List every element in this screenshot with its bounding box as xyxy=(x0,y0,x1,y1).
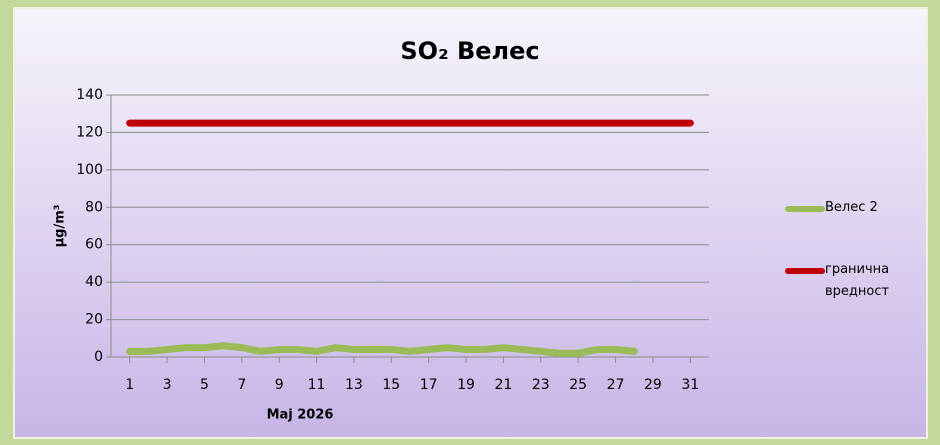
chart-title: SO₂ Велес xyxy=(400,37,539,65)
x-tick-label: 13 xyxy=(345,377,363,393)
y-tick-label: 60 xyxy=(85,237,103,253)
x-tick-label: 21 xyxy=(495,377,513,393)
panel xyxy=(13,7,928,439)
legend-item: гранична вредност xyxy=(785,262,910,303)
series-line xyxy=(126,342,638,357)
x-tick-label: 5 xyxy=(200,377,209,393)
y-tick-label: 0 xyxy=(94,349,103,365)
x-tick-label: 27 xyxy=(607,377,625,393)
x-tick-label: 17 xyxy=(420,377,438,393)
legend-swatch xyxy=(785,206,825,212)
legend-label: Велес 2 xyxy=(825,200,878,215)
legend-swatch xyxy=(785,268,825,274)
y-tick-label: 140 xyxy=(76,87,103,103)
y-tick-label: 120 xyxy=(76,124,103,140)
y-tick-label: 100 xyxy=(76,162,103,178)
x-axis-label: Мај 2026 xyxy=(267,408,334,423)
y-tick-label: 40 xyxy=(85,274,103,290)
x-tick-label: 11 xyxy=(308,377,326,393)
x-tick-label: 3 xyxy=(163,377,172,393)
x-tick-label: 7 xyxy=(237,377,246,393)
x-tick-label: 31 xyxy=(681,377,699,393)
x-tick-label: 9 xyxy=(275,377,284,393)
y-tick-label: 20 xyxy=(85,312,103,328)
y-tick-label: 80 xyxy=(85,199,103,215)
x-tick-label: 29 xyxy=(644,377,662,393)
x-tick-label: 1 xyxy=(125,377,134,393)
x-tick-label: 19 xyxy=(457,377,475,393)
legend-label: гранична вредност xyxy=(825,262,890,299)
y-axis-label: µg/m³ xyxy=(53,205,68,248)
legend-item: Велес 2 xyxy=(785,200,910,219)
x-tick-label: 23 xyxy=(532,377,550,393)
x-tick-label: 15 xyxy=(382,377,400,393)
x-tick-label: 25 xyxy=(569,377,587,393)
